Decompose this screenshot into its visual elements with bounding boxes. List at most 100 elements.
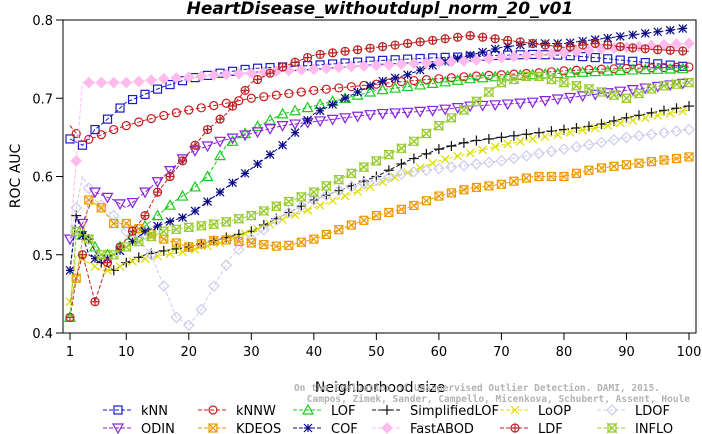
data-point-cof <box>278 140 288 150</box>
legend-label-knn: kNN <box>141 404 168 419</box>
data-point-fastabod <box>433 56 445 69</box>
data-point-ldof <box>320 189 333 202</box>
series-line-loop <box>69 109 690 302</box>
data-point-ldf <box>540 40 550 50</box>
data-point-lof <box>164 198 177 210</box>
data-point-kdeos <box>409 200 419 211</box>
data-point-inflo <box>383 149 395 161</box>
legend-marker-fastabod <box>381 422 393 434</box>
data-point-loop <box>115 262 125 271</box>
data-point-odin <box>251 127 264 139</box>
legend-label-knnw: kNNW <box>236 404 276 419</box>
data-point-fastabod <box>182 71 195 83</box>
data-point-fastabod <box>307 63 320 76</box>
data-point-lof <box>464 72 477 84</box>
data-point-kdeos <box>634 158 644 168</box>
data-point-loop <box>390 172 400 182</box>
data-point-inflo <box>133 236 145 248</box>
legend-label-inflo: INFLO <box>635 422 673 434</box>
legend-marker-cof <box>303 423 313 433</box>
data-point-inflo <box>170 223 182 235</box>
data-point-kdeos <box>121 218 131 229</box>
data-point-kdeos <box>534 171 544 182</box>
legend-label-lof: LOF <box>331 404 356 419</box>
data-point-kdeos <box>609 161 619 171</box>
data-point-ldof <box>82 182 95 195</box>
data-point-loop <box>328 196 338 206</box>
data-point-inflo <box>108 249 120 261</box>
data-point-odin <box>426 105 439 117</box>
data-point-ldf <box>503 35 513 45</box>
data-point-ldf <box>565 42 575 52</box>
data-point-ldof <box>182 319 195 332</box>
x-tick-label: 90 <box>618 345 635 360</box>
data-point-lof <box>226 135 239 146</box>
x-tick-label: 50 <box>368 345 385 360</box>
data-point-ldf <box>615 42 625 52</box>
data-point-odin <box>214 136 227 148</box>
x-tick-label: 10 <box>118 345 135 360</box>
data-point-knnw <box>234 96 244 106</box>
data-point-ldof <box>633 129 645 142</box>
data-point-knnw <box>396 77 406 87</box>
data-point-odin <box>201 141 214 153</box>
x-tick-label: 30 <box>243 345 260 360</box>
legend-item-odin: ODIN <box>103 422 175 434</box>
legend-label-ldf: LDF <box>538 422 563 434</box>
data-point-loop <box>453 151 463 161</box>
data-point-kdeos <box>671 153 682 164</box>
data-point-ldf <box>578 40 588 50</box>
data-point-ldof <box>445 161 458 173</box>
data-point-ldof <box>120 225 133 238</box>
data-point-cof <box>490 44 500 54</box>
data-point-knn <box>590 52 600 63</box>
data-point-inflo <box>558 77 570 89</box>
legend-label-odin: ODIN <box>141 422 175 434</box>
legend-item-lof: LOF <box>293 403 356 419</box>
data-point-ldf <box>102 257 113 268</box>
data-point-ldof <box>395 168 408 181</box>
data-point-odin <box>401 107 414 119</box>
data-point-cof <box>478 47 488 57</box>
data-point-fastabod <box>358 60 370 72</box>
data-point-knn <box>640 57 650 68</box>
data-point-ldof <box>508 152 520 165</box>
data-point-fastabod <box>120 76 133 89</box>
data-point-inflo <box>70 225 82 237</box>
data-point-fastabod <box>508 50 520 63</box>
data-point-inflo <box>458 104 470 116</box>
data-point-loop <box>553 130 563 139</box>
data-point-kdeos <box>371 211 381 221</box>
data-point-kdeos <box>309 234 319 244</box>
data-point-lof <box>276 107 289 119</box>
data-point-knn <box>615 55 625 65</box>
data-point-ldof <box>545 145 558 158</box>
data-point-kdeos <box>421 196 431 206</box>
legend-item-loop: LoOP <box>500 404 571 419</box>
data-point-ldf <box>140 211 150 221</box>
data-point-ldof <box>520 149 533 162</box>
credit-line-1: Campos, Zimek, Sander, Campello, Micenko… <box>307 394 690 405</box>
data-point-kdeos <box>221 235 231 245</box>
y-tick-label: 0.5 <box>32 249 53 264</box>
legend-item-knn: kNN <box>103 404 168 419</box>
data-point-ldof <box>245 233 258 245</box>
data-point-ldf <box>465 31 475 41</box>
data-point-inflo <box>220 216 232 228</box>
legend-item-ldof: LDOF <box>597 404 670 419</box>
data-point-inflo <box>245 210 257 222</box>
data-point-lof <box>301 101 314 113</box>
series-fastabod <box>69 37 695 240</box>
data-point-kdeos <box>271 241 281 251</box>
data-point-lof <box>239 127 252 139</box>
data-point-fastabod <box>670 38 683 50</box>
data-point-kdeos <box>659 155 669 165</box>
legend-label-kdeos: KDEOS <box>236 422 281 434</box>
data-point-kdeos <box>521 173 532 183</box>
data-point-odin <box>101 192 114 204</box>
data-point-inflo <box>608 89 620 101</box>
legend-marker-knn <box>113 405 123 415</box>
data-point-odin <box>276 121 289 132</box>
data-point-ldof <box>345 180 358 193</box>
data-point-lof <box>189 180 202 192</box>
